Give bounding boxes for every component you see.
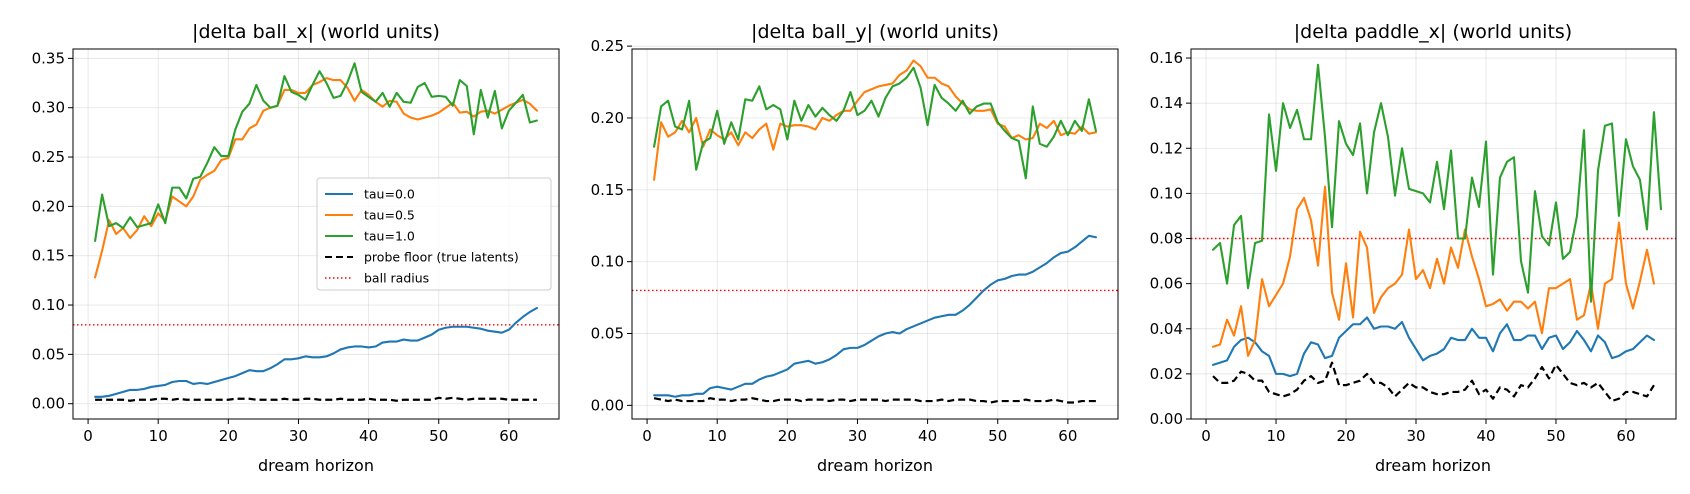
x-axis-label: dream horizon: [1375, 456, 1491, 475]
chart-title: |delta ball_y| (world units): [751, 21, 999, 43]
grid: [73, 49, 559, 419]
x-tick-label: 60: [1058, 427, 1077, 445]
chart-delta-ball-x: |delta ball_x| (world units) dream horiz…: [32, 21, 560, 475]
legend-label: tau=0.0: [364, 187, 415, 202]
x-tick-label: 10: [149, 427, 168, 445]
legend-label: probe floor (true latents): [364, 250, 519, 265]
y-tick-label: 0.00: [1150, 410, 1183, 428]
axes-frame: [72, 48, 560, 420]
series-line-tau-1-0: [94, 62, 538, 242]
y-tick-label: 0.08: [1150, 230, 1183, 248]
y-tick-label: 0.10: [32, 296, 65, 314]
grid: [632, 45, 1118, 419]
y-tick-label: 0.02: [1150, 365, 1183, 383]
y-tick-label: 0.20: [32, 197, 65, 215]
axes-frame: [631, 48, 1119, 420]
y-tick-label: 0.20: [591, 109, 624, 127]
x-tick-label: 60: [499, 427, 518, 445]
y-tick-label: 0.14: [1150, 94, 1183, 112]
x-tick-label: 40: [359, 427, 378, 445]
x-tick-label: 10: [1266, 427, 1285, 445]
y-tick-label: 0.00: [32, 395, 65, 413]
x-tick-label: 0: [1201, 427, 1211, 445]
x-tick-label: 20: [219, 427, 238, 445]
series-line-tau-1-0: [1212, 63, 1662, 303]
x-tick-label: 40: [1476, 427, 1495, 445]
y-tick-label: 0.25: [32, 148, 65, 166]
x-tick-label: 40: [918, 427, 937, 445]
legend-label: tau=0.5: [364, 208, 415, 223]
chart-title: |delta paddle_x| (world units): [1294, 21, 1572, 43]
x-tick-label: 20: [778, 427, 797, 445]
y-tick-label: 0.10: [591, 253, 624, 271]
series-line-tau-0-0: [1212, 316, 1655, 378]
legend-label: ball radius: [364, 271, 429, 286]
x-tick-label: 0: [642, 427, 652, 445]
y-tick-label: 0.05: [32, 345, 65, 363]
x-tick-label: 0: [83, 427, 93, 445]
series-line-probe-floor-true-latents: [1212, 361, 1655, 403]
series-group: [1212, 63, 1662, 403]
series-line-probe-floor-true-latents: [653, 397, 1096, 404]
series-line-tau-0-0: [653, 234, 1097, 398]
y-tick-label: 0.15: [32, 247, 65, 265]
chart-title: |delta ball_x| (world units): [192, 21, 440, 43]
y-tick-label: 0.35: [32, 49, 65, 67]
legend-label: tau=1.0: [364, 229, 415, 244]
y-tick-label: 0.04: [1150, 320, 1183, 338]
x-tick-label: 30: [1406, 427, 1425, 445]
y-tick-label: 0.16: [1150, 49, 1183, 67]
series-line-tau-0-5: [1212, 185, 1655, 357]
x-tick-label: 20: [1336, 427, 1355, 445]
y-tick-label: 0.12: [1150, 139, 1183, 157]
series-group: [94, 62, 538, 402]
y-tick-label: 0.00: [591, 396, 624, 414]
x-tick-label: 30: [848, 427, 867, 445]
x-tick-label: 60: [1616, 427, 1635, 445]
x-tick-label: 50: [429, 427, 448, 445]
series-line-probe-floor-true-latents: [95, 396, 537, 402]
y-tick-label: 0.15: [591, 181, 624, 199]
axes-frame: [1190, 48, 1677, 420]
x-axis-label: dream horizon: [258, 456, 374, 475]
x-tick-label: 10: [708, 427, 727, 445]
y-tick-label: 0.10: [1150, 184, 1183, 202]
legend-box: [316, 177, 552, 291]
y-tick-label: 0.30: [32, 99, 65, 117]
chart-delta-ball-y: |delta ball_y| (world units) dream horiz…: [591, 21, 1119, 475]
series-line-tau-0-0: [94, 306, 538, 398]
x-tick-label: 30: [289, 427, 308, 445]
x-tick-label: 50: [1546, 427, 1565, 445]
legend: tau=0.0 tau=0.5 tau=1.0 probe floor (true l…: [316, 177, 552, 291]
y-tick-label: 0.05: [591, 325, 624, 343]
series-group: [653, 59, 1097, 404]
x-tick-label: 50: [988, 427, 1007, 445]
series-line-tau-1-0: [653, 66, 1097, 180]
x-axis-label: dream horizon: [817, 456, 933, 475]
chart-delta-paddle-x: |delta paddle_x| (world units) dream hor…: [1150, 21, 1677, 475]
y-tick-label: 0.06: [1150, 275, 1183, 293]
y-tick-label: 0.25: [591, 37, 624, 55]
